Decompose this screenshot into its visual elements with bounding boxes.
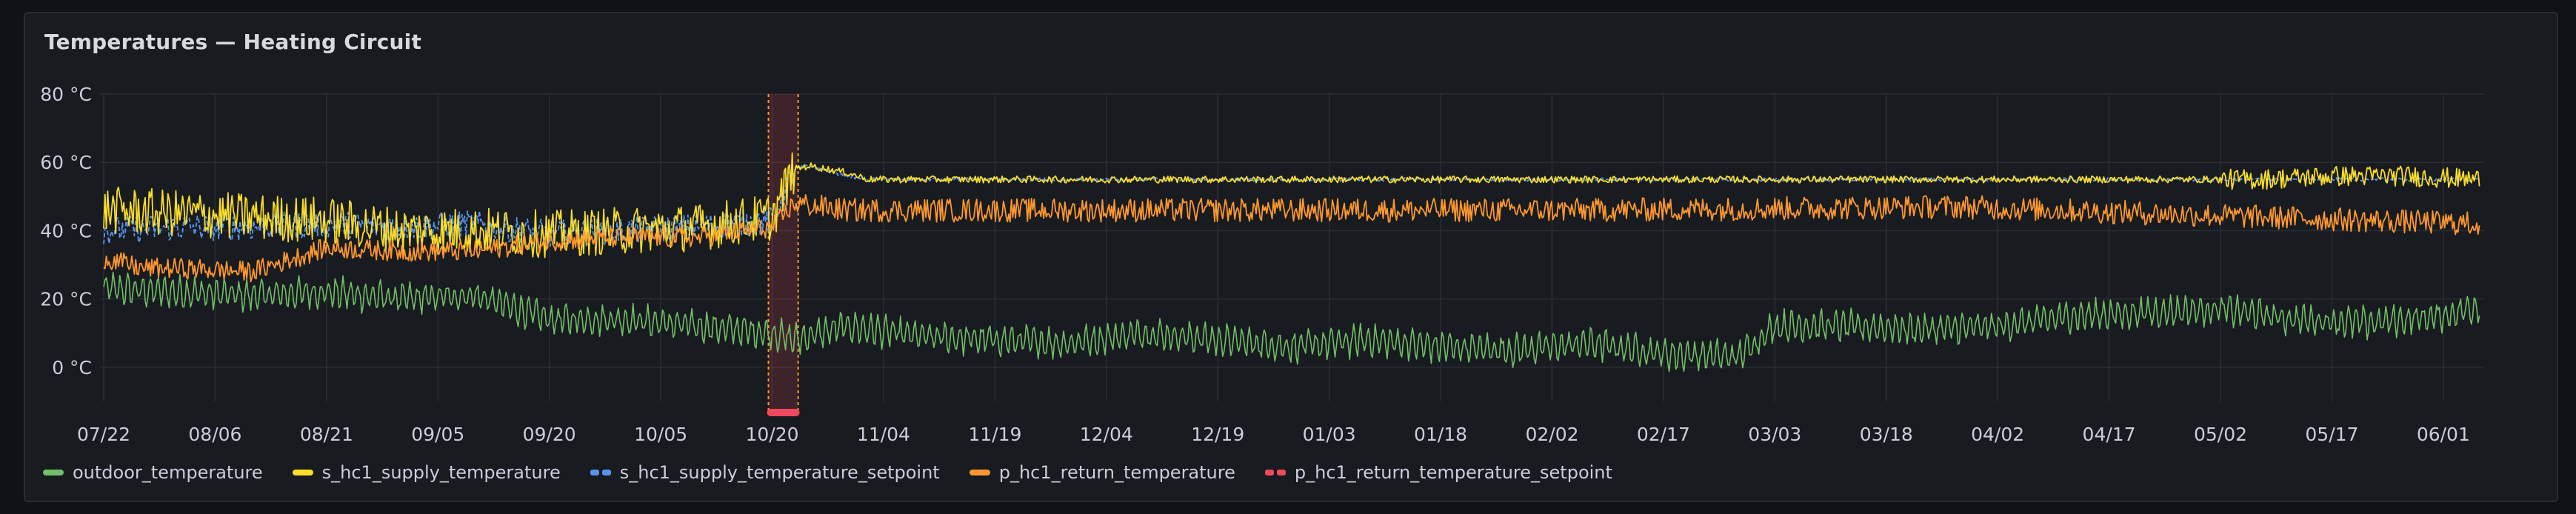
x-tick-label: 12/04 [1080, 424, 1133, 445]
x-tick-label: 06/01 [2417, 424, 2470, 445]
x-tick-label: 03/18 [1860, 424, 1913, 445]
legend-label: s_hc1_supply_temperature_setpoint [619, 462, 940, 483]
x-tick-label: 11/04 [857, 424, 910, 445]
x-tick-label: 04/02 [1971, 424, 2024, 445]
y-tick-label: 60 °C [40, 152, 92, 173]
legend-item-p-hc1-return-temperature[interactable]: p_hc1_return_temperature [969, 462, 1235, 483]
x-tick-label: 05/02 [2194, 424, 2247, 445]
x-tick-label: 02/17 [1637, 424, 1690, 445]
legend-label: outdoor_temperature [73, 462, 263, 483]
x-tick-label: 09/20 [523, 424, 576, 445]
legend-swatch [292, 470, 313, 475]
series-line-p-hc1-return-temperature [103, 194, 2480, 283]
annotation-marker[interactable] [767, 409, 800, 416]
x-tick-label: 04/17 [2083, 424, 2136, 445]
legend-item-p-hc1-return-temperature-setpoint[interactable]: p_hc1_return_temperature_setpoint [1264, 462, 1612, 483]
series-line-s-hc1-supply-temperature [103, 152, 2480, 258]
x-tick-label: 01/03 [1303, 424, 1356, 445]
legend: outdoor_temperature s_hc1_supply_temperat… [43, 458, 1612, 487]
x-tick-label: 11/19 [968, 424, 1021, 445]
x-tick-label: 09/05 [411, 424, 464, 445]
x-tick-label: 10/20 [746, 424, 799, 445]
y-tick-label: 0 °C [52, 357, 92, 378]
legend-swatch [43, 470, 64, 475]
x-tick-label: 05/17 [2305, 424, 2358, 445]
x-tick-label: 03/03 [1748, 424, 1801, 445]
legend-label: p_hc1_return_temperature [998, 462, 1235, 483]
series-line-outdoor-temperature [103, 271, 2480, 373]
x-tick-label: 08/06 [188, 424, 241, 445]
x-tick-label: 07/22 [77, 424, 130, 445]
y-tick-label: 40 °C [40, 220, 92, 241]
y-tick-label: 20 °C [40, 289, 92, 310]
x-tick-label: 10/05 [634, 424, 687, 445]
legend-label: p_hc1_return_temperature_setpoint [1294, 462, 1612, 483]
y-tick-label: 80 °C [40, 84, 92, 105]
x-tick-label: 02/02 [1525, 424, 1578, 445]
x-tick-label: 08/21 [300, 424, 353, 445]
x-tick-label: 12/19 [1191, 424, 1244, 445]
legend-item-s-hc1-supply-temperature[interactable]: s_hc1_supply_temperature [292, 462, 561, 483]
legend-swatch [590, 470, 611, 475]
legend-item-outdoor-temperature[interactable]: outdoor_temperature [43, 462, 263, 483]
annotation-region[interactable] [768, 94, 798, 413]
x-tick-label: 01/18 [1414, 424, 1467, 445]
panel-title: Temperatures — Heating Circuit [44, 30, 422, 54]
legend-swatch [1264, 470, 1286, 475]
legend-item-s-hc1-supply-temperature-setpoint[interactable]: s_hc1_supply_temperature_setpoint [590, 462, 940, 483]
legend-swatch [969, 470, 990, 475]
legend-label: s_hc1_supply_temperature [321, 462, 561, 483]
